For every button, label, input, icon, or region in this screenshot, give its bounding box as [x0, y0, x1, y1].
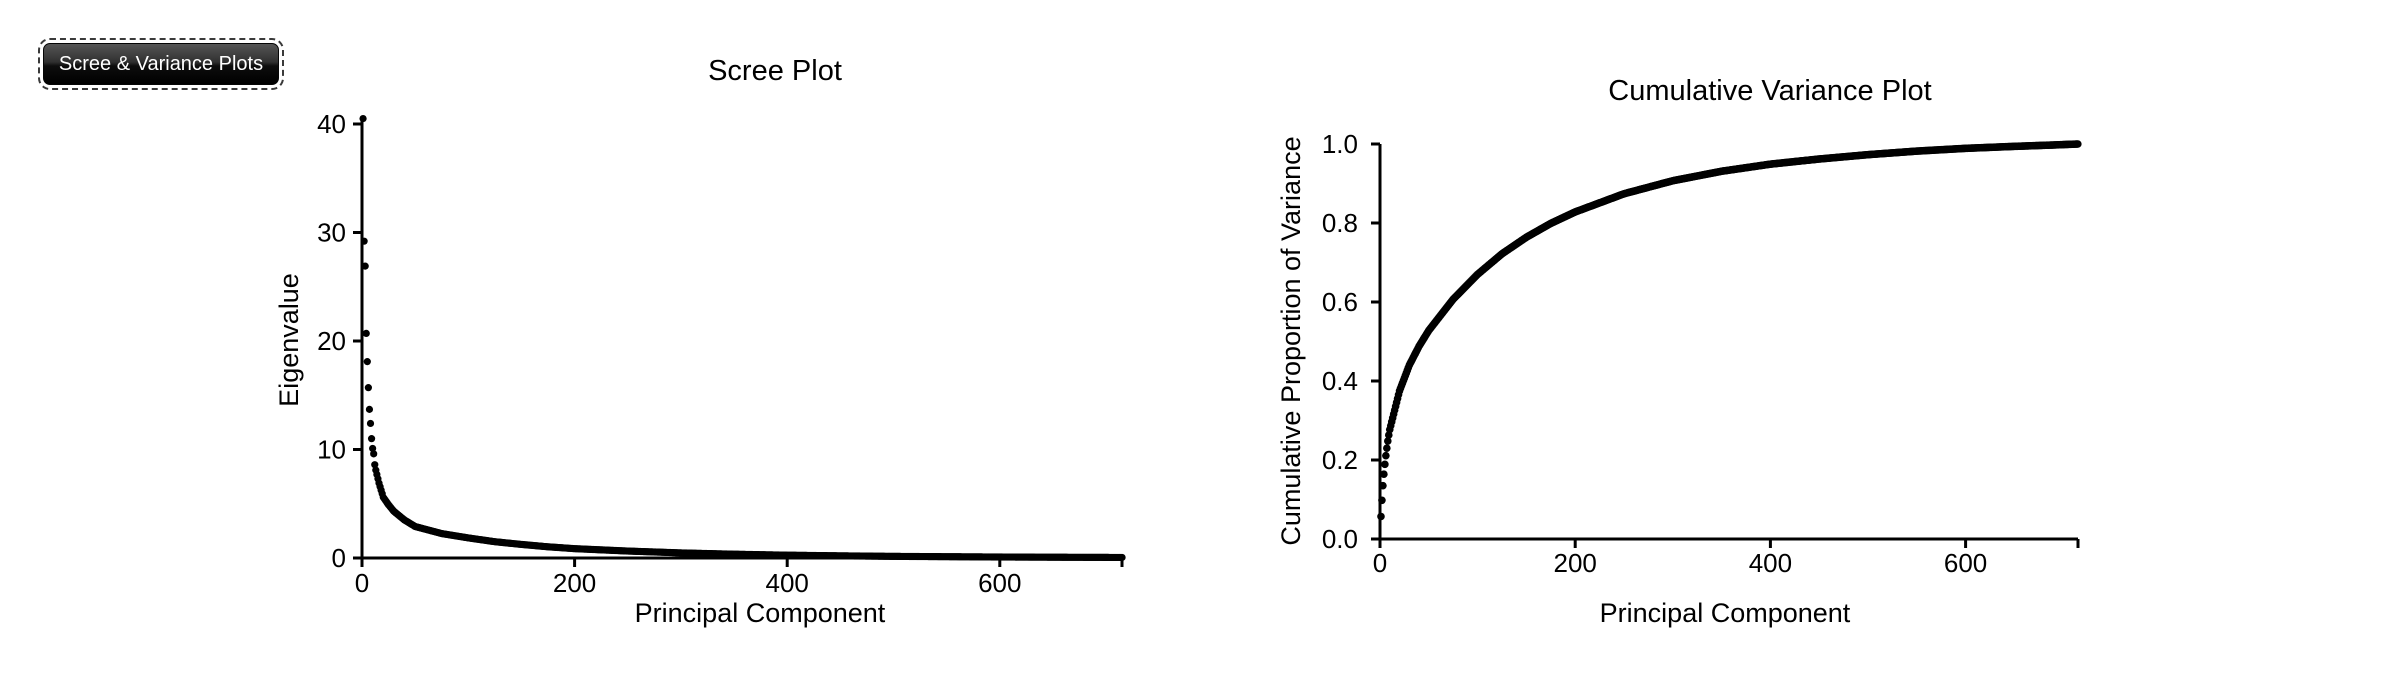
data-point — [1384, 437, 1392, 445]
y-tick-label: 30 — [317, 218, 346, 248]
y-tick-label: 0.4 — [1322, 366, 1358, 396]
cumulative-title: Cumulative Variance Plot — [1608, 75, 1931, 107]
data-point — [363, 358, 371, 366]
data-point — [1379, 481, 1387, 490]
data-point — [369, 444, 377, 453]
cumulative-variance-plot: 0 200 400 600 0.0 0.2 0.4 0.6 0.8 1.0 Cumulative … — [1276, 75, 2082, 628]
data-point — [1380, 470, 1388, 479]
x-tick-label: 600 — [1944, 548, 1987, 578]
data-point — [1118, 553, 1126, 562]
y-tick-label: 1.0 — [1322, 129, 1358, 159]
y-tick-label: 20 — [317, 326, 346, 356]
data-point — [364, 384, 372, 392]
cumulative-xlabel: Principal Component — [1600, 598, 1851, 628]
scree-axes: 0 200 400 600 0 10 20 30 40 — [317, 109, 1124, 598]
data-point — [361, 262, 369, 270]
x-tick-label: 400 — [1749, 548, 1792, 578]
cumulative-data-points — [1377, 140, 2082, 521]
cumulative-axes: 0 200 400 600 0.0 0.2 0.4 0.6 0.8 1.0 — [1322, 129, 2080, 578]
y-tick-label: 10 — [317, 435, 346, 465]
data-point — [1378, 496, 1386, 505]
data-point — [365, 405, 374, 413]
data-point — [367, 435, 376, 443]
x-tick-label: 0 — [1373, 548, 1387, 578]
scree-data-points — [359, 114, 1126, 562]
data-point — [1381, 460, 1389, 469]
scree-title: Scree Plot — [708, 55, 842, 87]
data-point — [366, 419, 375, 428]
data-point — [370, 450, 378, 458]
data-point — [2074, 140, 2082, 148]
x-tick-label: 600 — [978, 568, 1021, 598]
data-point — [371, 461, 379, 469]
x-tick-label: 200 — [553, 568, 596, 598]
data-point — [362, 329, 370, 337]
y-tick-label: 0 — [332, 543, 346, 573]
y-tick-label: 0.0 — [1322, 524, 1358, 554]
scree-plot: 0 200 400 600 0 10 20 30 40 Scree Plot Eigenvalu… — [274, 55, 1126, 628]
y-tick-label: 0.2 — [1322, 445, 1358, 475]
cumulative-ylabel: Cumulative Proportion of Variance — [1276, 136, 1306, 545]
data-point — [1377, 512, 1385, 521]
data-point — [1382, 451, 1390, 460]
y-tick-label: 40 — [317, 109, 346, 139]
x-tick-label: 200 — [1554, 548, 1597, 578]
x-tick-label: 400 — [766, 568, 809, 598]
scree-variance-plots-button[interactable]: Scree & Variance Plots — [38, 38, 284, 90]
data-point — [359, 114, 367, 123]
y-tick-label: 0.6 — [1322, 287, 1358, 317]
data-point — [360, 237, 368, 245]
scree-ylabel: Eigenvalue — [274, 273, 304, 407]
data-point — [1383, 444, 1391, 452]
y-tick-label: 0.8 — [1322, 208, 1358, 238]
x-tick-label: 0 — [355, 568, 369, 598]
scree-xlabel: Principal Component — [635, 598, 886, 628]
